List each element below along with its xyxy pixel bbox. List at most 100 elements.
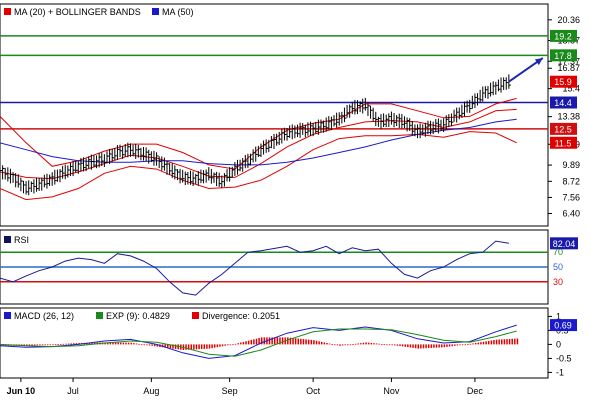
macd-y-tick-label: -0.5: [556, 353, 572, 363]
macd-histogram-bar: [125, 342, 127, 345]
price-level-label: 19.2: [554, 31, 572, 41]
macd-histogram-bar: [242, 341, 245, 345]
macd-histogram-bar: [255, 338, 258, 345]
macd-histogram-bar: [472, 343, 474, 345]
macd-histogram-bar: [127, 342, 130, 345]
macd-histogram-bar: [511, 338, 513, 345]
macd-histogram-bar: [506, 339, 508, 345]
macd-histogram-bar: [305, 339, 307, 345]
macd-histogram-bar: [2, 344, 5, 346]
macd-plot: 10.50-0.5-10.69: [0, 311, 577, 377]
price-y-tick-label: 16.87: [557, 63, 580, 73]
macd-histogram-bar: [336, 344, 339, 346]
rsi-value-badge: [550, 237, 578, 250]
macd-histogram-bar: [294, 338, 297, 345]
price-legend: MA (20) + BOLLINGER BANDS MA (50): [4, 7, 194, 17]
x-axis-label: Sep: [222, 386, 238, 396]
macd-histogram-bar: [177, 344, 179, 350]
macd-histogram-bar: [70, 343, 72, 345]
macd-histogram-bar: [430, 344, 433, 348]
legend-swatch-divergence: [192, 312, 199, 319]
price-y-tick-label: 15.4: [562, 84, 580, 94]
macd-histogram-bar: [474, 343, 477, 345]
legend-swatch-exp: [96, 312, 103, 319]
macd-histogram-bar: [216, 344, 219, 348]
price-level-label: 12.5: [554, 124, 572, 134]
macd-histogram-bar: [151, 344, 153, 346]
macd-histogram-bar: [375, 343, 378, 345]
macd-histogram-bar: [448, 344, 451, 347]
price-marker-label: 11.5: [555, 138, 572, 148]
macd-histogram-bar: [331, 344, 333, 345]
macd-histogram-bar: [477, 342, 480, 345]
macd-histogram-bar: [224, 344, 226, 346]
macd-histogram-bar: [28, 344, 31, 346]
macd-histogram-bar: [409, 344, 412, 348]
macd-histogram-bar: [36, 344, 39, 346]
macd-histogram-bar: [414, 344, 417, 349]
x-axis-label: Jun 10: [7, 386, 36, 396]
macd-histogram-bar: [370, 342, 373, 345]
macd-histogram-bar: [200, 344, 203, 350]
macd-histogram-bar: [274, 337, 276, 345]
rsi-plot: 70 50 30 82.04: [0, 237, 578, 296]
macd-histogram-bar: [464, 344, 466, 346]
macd-histogram-bar: [310, 339, 313, 345]
macd-histogram-bar: [57, 344, 59, 345]
macd-histogram-bar: [480, 342, 482, 345]
price-level-label: 17.8: [554, 51, 572, 61]
macd-histogram-bar: [187, 344, 190, 350]
macd-histogram-bar: [339, 344, 341, 346]
macd-histogram-bar: [422, 344, 425, 349]
macd-histogram-bar: [362, 342, 365, 345]
price-level-label: 14.4: [554, 98, 572, 108]
macd-y-tick-label: -1: [556, 367, 564, 377]
legend-label-ma50: MA (50): [162, 7, 194, 17]
macd-histogram-bar: [219, 344, 221, 347]
macd-histogram-bar: [427, 344, 430, 349]
macd-histogram-bar: [268, 337, 271, 345]
macd-histogram-bar: [135, 343, 138, 345]
price-y-tick-label: 20.36: [557, 15, 580, 25]
macd-histogram-bar: [208, 344, 211, 349]
macd-histogram-bar: [232, 344, 234, 346]
macd-histogram-bar: [501, 339, 503, 345]
macd-histogram-bar: [67, 343, 70, 345]
macd-histogram-bar: [122, 342, 125, 345]
macd-macd-line: [0, 324, 517, 359]
x-axis: Jun 10 Jul Aug Sep Oct Nov Dec: [7, 378, 483, 396]
macd-histogram-bar: [281, 337, 284, 345]
macd-histogram-bar: [148, 344, 151, 346]
macd-histogram-bar: [245, 341, 247, 345]
legend-swatch-ma20: [4, 8, 11, 15]
macd-histogram-bar: [172, 344, 174, 349]
macd-histogram-bar: [75, 343, 78, 345]
macd-histogram-bar: [146, 344, 148, 346]
macd-histogram-bar: [498, 339, 500, 345]
macd-histogram-bar: [300, 338, 302, 345]
trend-arrow-head: [534, 58, 543, 66]
macd-histogram-bar: [323, 342, 326, 345]
macd-histogram-bar: [260, 337, 263, 345]
macd-histogram-bar: [446, 344, 448, 347]
macd-histogram-bar: [365, 342, 367, 345]
price-y-tick-label: 13.38: [557, 112, 580, 122]
macd-signal-line: [0, 328, 517, 357]
macd-histogram-bar: [46, 344, 49, 346]
macd-histogram-bar: [347, 344, 349, 346]
macd-histogram-bar: [114, 342, 117, 345]
macd-legend: MACD (26, 12) EXP (9): 0.4829 Divergence…: [4, 311, 280, 321]
macd-histogram-bar: [120, 342, 122, 345]
price-plot: 20.3618.8717.3716.8715.413.3811.399.898.…: [0, 15, 580, 219]
macd-histogram-bar: [60, 343, 62, 345]
legend-label-exp: EXP (9): 0.4829: [106, 311, 170, 321]
macd-value-badge: [550, 319, 577, 332]
macd-histogram-bar: [469, 343, 472, 345]
price-y-tick-label: 9.89: [562, 160, 580, 170]
rsi-line: [0, 240, 509, 296]
macd-histogram-bar: [349, 344, 352, 346]
macd-histogram-bar: [404, 344, 406, 347]
macd-histogram-bar: [237, 343, 239, 345]
macd-histogram-bar: [417, 344, 420, 349]
